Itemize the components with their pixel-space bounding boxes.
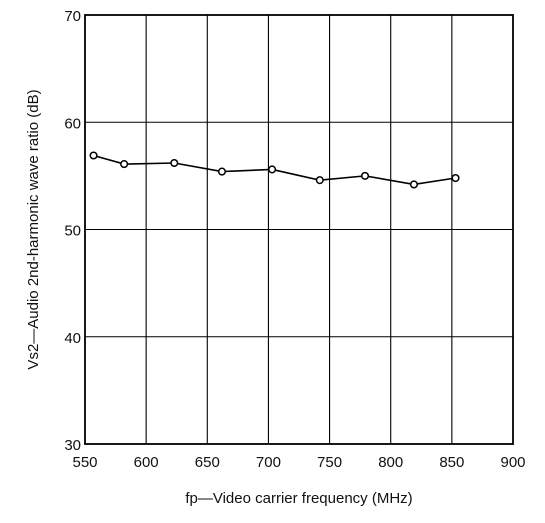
data-point [217, 167, 227, 176]
y-tick-label: 40 [64, 330, 81, 347]
tick-labels: 550 600 650 700 750 800 850 900 30 40 50 60 70 [64, 8, 525, 471]
data-point [451, 173, 460, 183]
x-tick-label: 900 [500, 454, 525, 471]
y-tick-label: 60 [64, 115, 81, 132]
x-tick-label: 800 [378, 454, 403, 471]
data-point [170, 158, 179, 168]
data-point [409, 180, 418, 189]
data-point [89, 151, 98, 160]
x-tick-label: 600 [134, 454, 159, 471]
y-axis-title: Vs2—Audio 2nd-harmonic wave ratio (dB) [25, 89, 42, 369]
x-tick-label: 700 [256, 454, 281, 471]
y-tick-label: 50 [64, 223, 81, 240]
series [89, 151, 460, 189]
y-tick-label: 30 [64, 437, 81, 454]
x-tick-label: 650 [195, 454, 220, 471]
x-axis-title: fp—Video carrier frequency (MHz) [185, 490, 412, 507]
data-point [268, 165, 277, 174]
data-point [360, 171, 370, 180]
grid [85, 15, 513, 444]
y-tick-label: 70 [64, 8, 81, 25]
data-point [315, 176, 324, 185]
data-point [120, 160, 129, 169]
plot-frame [84, 14, 514, 445]
x-tick-label: 850 [439, 454, 464, 471]
x-tick-label: 750 [317, 454, 342, 471]
x-tick-label: 550 [72, 454, 97, 471]
